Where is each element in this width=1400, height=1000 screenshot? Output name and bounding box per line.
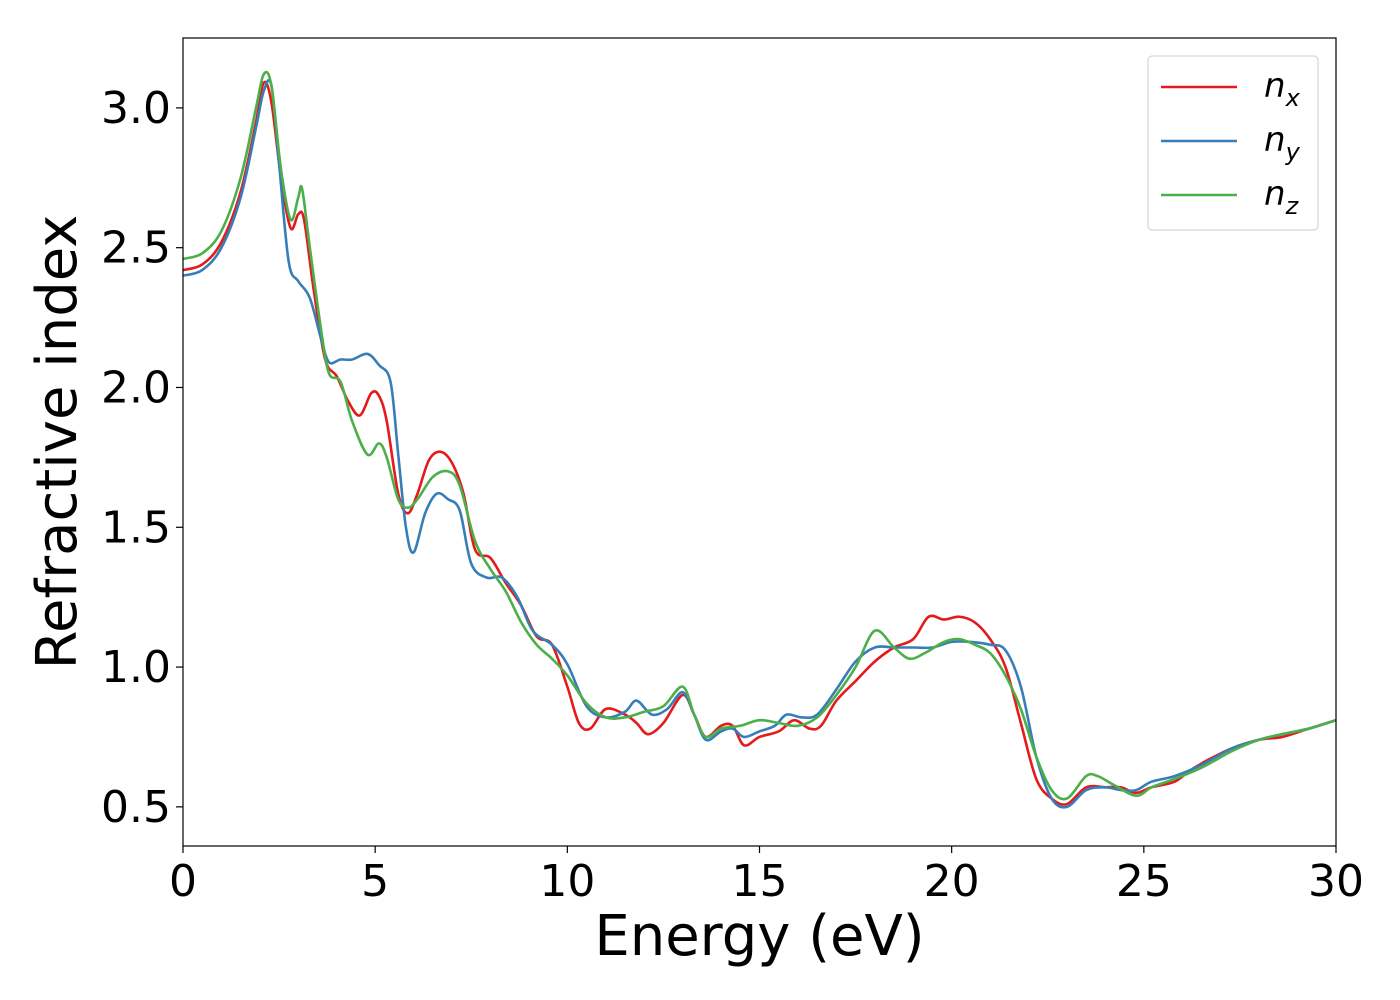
- y-tick-label: 2.0: [101, 362, 171, 413]
- x-tick-label: 10: [539, 856, 595, 907]
- x-axis-ticks: 0 5 10 15 20 25 30: [169, 846, 1364, 907]
- legend-label: nx: [1264, 66, 1301, 112]
- legend-label-subscript: z: [1285, 192, 1300, 220]
- x-tick-label: 20: [924, 856, 980, 907]
- x-tick-label: 15: [732, 856, 788, 907]
- x-tick-label: 5: [361, 856, 389, 907]
- y-axis-ticks: 0.5 1.0 1.5 2.0 2.5 3.0: [101, 83, 183, 833]
- legend-label-base: n: [1264, 174, 1286, 214]
- legend-label-base: n: [1264, 120, 1286, 160]
- x-axis-label: Energy (eV): [594, 904, 924, 969]
- legend-label: ny: [1264, 120, 1301, 166]
- y-axis-label: Refractive index: [25, 215, 90, 670]
- y-tick-label: 1.0: [101, 642, 171, 693]
- series-line-n-x: [183, 80, 1336, 806]
- series-group: [183, 70, 1336, 809]
- series-line-n-z: [183, 70, 1336, 801]
- x-tick-label: 30: [1308, 856, 1364, 907]
- series-line-n-y: [183, 78, 1336, 809]
- y-tick-label: 0.5: [101, 782, 171, 833]
- legend-frame: [1147, 55, 1319, 231]
- plot-background: [183, 38, 1336, 846]
- x-tick-label: 0: [169, 856, 197, 907]
- legend-label-subscript: x: [1285, 84, 1301, 112]
- x-tick-label: 25: [1116, 856, 1172, 907]
- legend-label-subscript: y: [1285, 138, 1301, 166]
- legend-label-base: n: [1264, 66, 1286, 106]
- y-tick-label: 3.0: [101, 83, 171, 134]
- y-tick-label: 1.5: [101, 502, 171, 553]
- legend-label: nz: [1264, 174, 1300, 220]
- y-tick-label: 2.5: [101, 223, 171, 274]
